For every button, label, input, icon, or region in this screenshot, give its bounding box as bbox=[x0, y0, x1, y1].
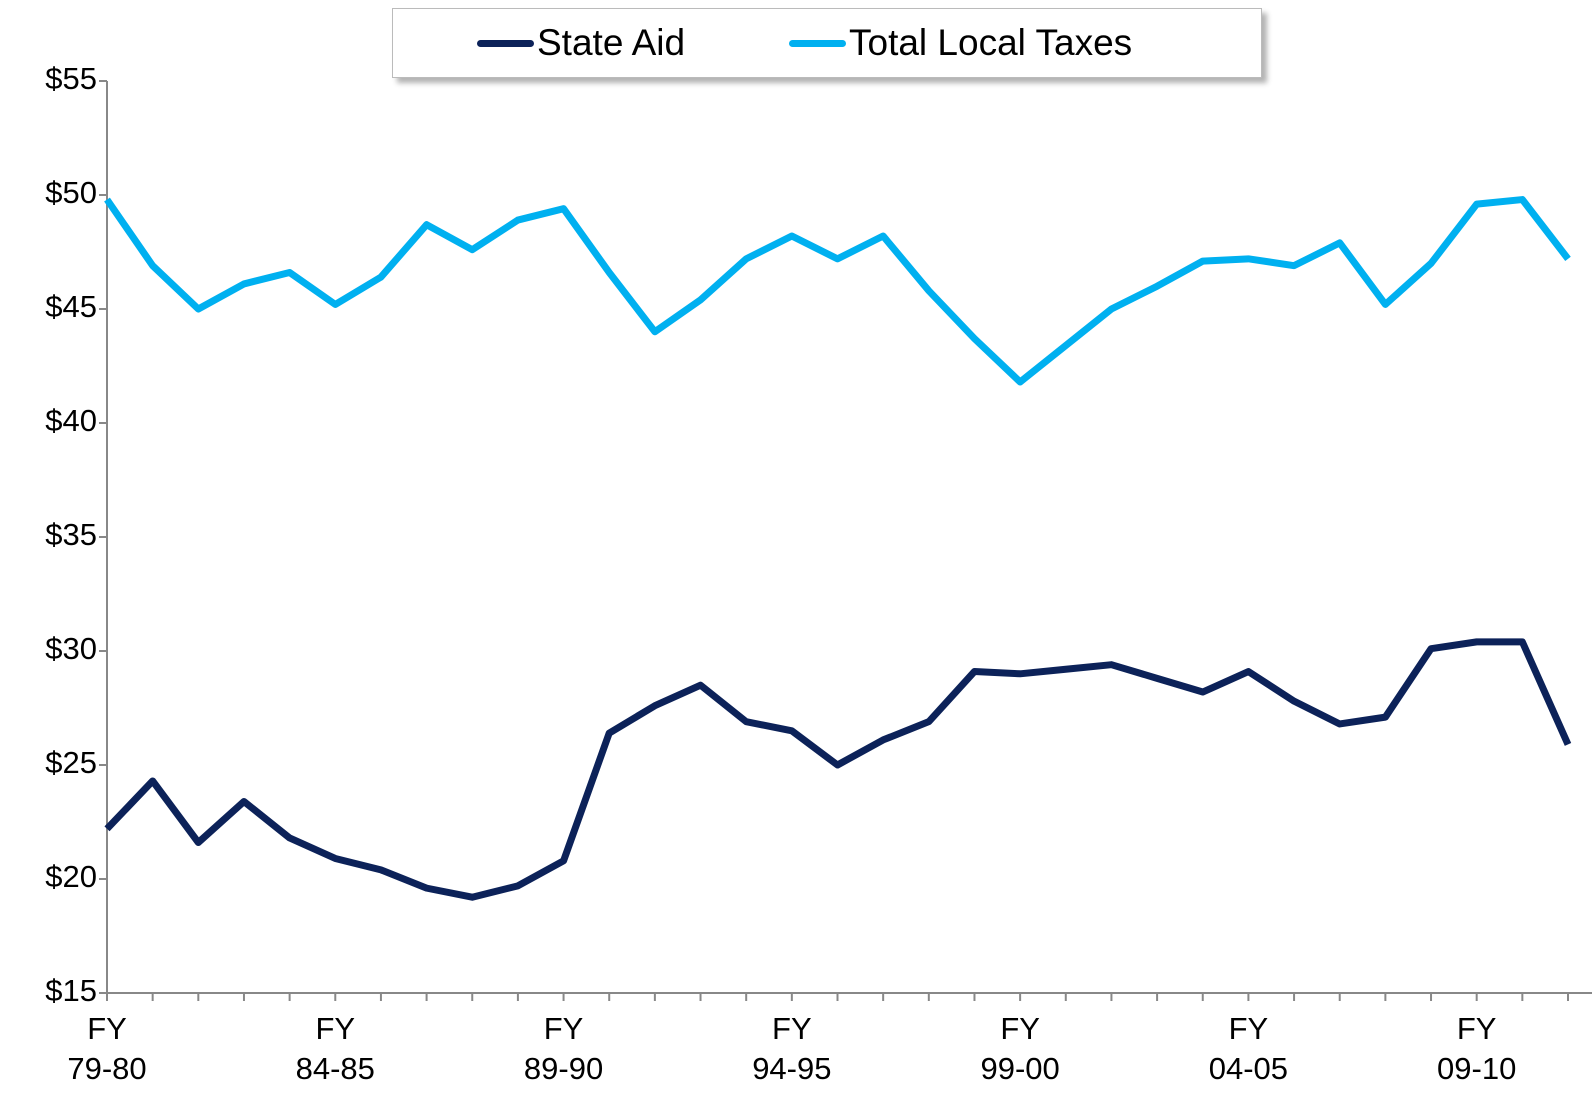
legend: State Aid Total Local Taxes bbox=[392, 8, 1262, 78]
y-tick-label: $20 bbox=[45, 859, 97, 894]
legend-label: Total Local Taxes bbox=[849, 22, 1133, 63]
y-tick-label: $35 bbox=[45, 517, 97, 552]
legend-swatch bbox=[477, 39, 534, 47]
series-line bbox=[104, 638, 1572, 901]
x-tick-label: FY 94-95 bbox=[752, 1011, 832, 1086]
x-tick-label: FY 79-80 bbox=[67, 1011, 147, 1086]
legend-label: State Aid bbox=[537, 22, 686, 63]
x-tick-label: FY 09-10 bbox=[1437, 1011, 1517, 1086]
y-tick-label: $40 bbox=[45, 403, 97, 438]
x-tick-label: FY 84-85 bbox=[295, 1011, 375, 1086]
series-line bbox=[104, 196, 1571, 386]
legend-swatch bbox=[789, 39, 846, 47]
legend-item: Total Local Taxes bbox=[789, 9, 1132, 77]
legend-item: State Aid bbox=[477, 9, 685, 77]
x-tick-label: FY 04-05 bbox=[1208, 1011, 1289, 1086]
y-tick-label: $30 bbox=[45, 631, 97, 666]
y-tick-label: $25 bbox=[45, 745, 97, 780]
y-tick-label: $55 bbox=[45, 61, 97, 96]
y-tick-label: $45 bbox=[45, 289, 97, 324]
x-tick-label: FY 89-90 bbox=[523, 1011, 604, 1086]
y-tick-label: $50 bbox=[45, 175, 97, 210]
y-tick-label: $15 bbox=[45, 973, 97, 1008]
x-tick-label: FY 99-00 bbox=[980, 1011, 1060, 1086]
